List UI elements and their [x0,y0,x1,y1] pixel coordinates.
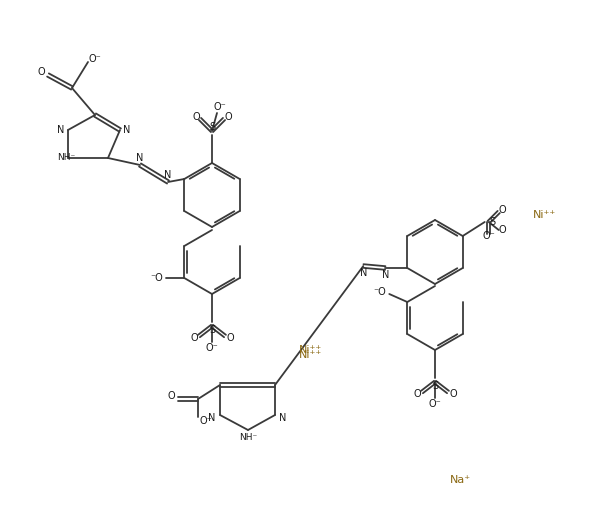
Text: O: O [499,205,506,215]
Text: ⁻O: ⁻O [150,273,162,283]
Text: O⁻: O⁻ [206,343,218,353]
Text: N: N [381,270,389,280]
Text: S: S [490,217,496,227]
Text: N: N [359,268,367,278]
Text: Ni⁺⁺: Ni⁺⁺ [533,210,557,220]
Text: O: O [449,389,457,399]
Text: N: N [208,413,216,423]
Text: ⁻O: ⁻O [373,287,386,297]
Text: S: S [209,325,215,335]
Text: O⁻: O⁻ [214,102,226,112]
Text: O: O [192,112,200,122]
Text: O: O [167,391,175,401]
Text: O: O [226,333,234,343]
Text: N: N [123,125,131,135]
Text: O⁻: O⁻ [89,54,101,64]
Text: Ni⁺⁺: Ni⁺⁺ [298,350,322,360]
Text: O: O [499,225,506,235]
Text: O⁻: O⁻ [200,416,212,426]
Text: O⁻: O⁻ [483,231,495,241]
Text: N: N [164,170,172,180]
Text: S: S [209,122,215,132]
Text: O: O [190,333,198,343]
Text: N: N [136,153,143,163]
Text: Ni⁺⁺: Ni⁺⁺ [298,345,322,355]
Text: Na⁺: Na⁺ [449,475,471,485]
Text: O: O [37,67,45,77]
Text: O⁻: O⁻ [428,399,441,409]
Text: O: O [413,389,421,399]
Text: N: N [57,125,65,135]
Text: NH⁻: NH⁻ [57,154,75,163]
Text: S: S [432,381,438,391]
Text: NH⁻: NH⁻ [239,433,257,442]
Text: N: N [279,413,287,423]
Text: O: O [224,112,232,122]
